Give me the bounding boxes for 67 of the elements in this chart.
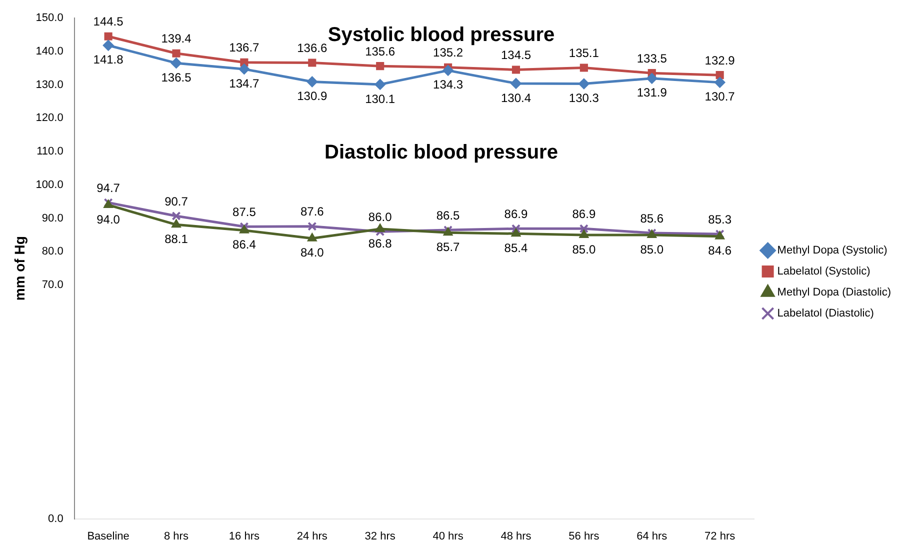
y-tick-label: 100.0: [36, 178, 64, 191]
data-label: 136.7: [229, 40, 260, 55]
x-tick-label: 56 hrs: [568, 530, 600, 542]
data-label: 139.4: [161, 32, 192, 46]
data-label: 133.5: [636, 51, 668, 66]
y-tick-label: 150.0: [36, 12, 64, 24]
x-tick-label: 8 hrs: [164, 530, 189, 542]
data-label: 86.5: [436, 208, 460, 222]
annotation: Diastolic blood pressure: [324, 142, 558, 164]
data-label: 131.9: [636, 86, 668, 100]
legend-label: Labelatol (Diastolic): [777, 308, 874, 320]
legend-label: Methyl Dopa (Systolic): [777, 244, 888, 257]
data-label: 86.0: [368, 210, 392, 224]
annotation: Systolic blood pressure: [328, 24, 555, 46]
data-label: 85.0: [572, 242, 596, 256]
data-label: 85.3: [708, 212, 732, 226]
data-label: 144.5: [93, 14, 124, 29]
data-label: 130.7: [704, 90, 736, 104]
data-label: 130.3: [568, 91, 600, 106]
data-label: 86.8: [368, 236, 392, 250]
data-label: 85.0: [640, 242, 664, 256]
data-label: 86.9: [572, 206, 596, 221]
y-tick-label: 140.0: [36, 45, 64, 58]
y-tick-label: 0.0: [48, 512, 64, 525]
legend-label: Methyl Dopa (Diastolic): [777, 286, 891, 299]
x-tick-label: 48 hrs: [500, 530, 532, 542]
data-label: 141.8: [93, 52, 124, 67]
data-label: 85.4: [504, 240, 528, 255]
y-tick-label: 90.0: [42, 212, 64, 224]
data-label: 94.0: [96, 212, 120, 226]
data-label: 135.2: [433, 46, 464, 60]
x-tick-label: 40 hrs: [432, 530, 464, 542]
x-tick-label: 24 hrs: [296, 530, 328, 542]
data-label: 134.7: [229, 76, 260, 90]
x-tick-label: 16 hrs: [228, 530, 260, 542]
y-tick-label: 70.0: [42, 279, 64, 292]
x-tick-label: 72 hrs: [704, 530, 736, 542]
data-label: 134.3: [433, 78, 464, 92]
y-tick-label: 120.0: [36, 112, 64, 124]
data-label: 87.6: [300, 204, 324, 219]
data-label: 130.9: [297, 89, 328, 104]
data-label: 87.5: [232, 204, 256, 219]
data-label: 136.5: [161, 70, 192, 84]
x-tick-label: Baseline: [87, 530, 130, 542]
y-tick-label: 80.0: [42, 246, 64, 258]
data-label: 85.7: [436, 240, 460, 254]
data-label: 130.1: [365, 92, 396, 106]
x-tick-label: 32 hrs: [364, 530, 396, 542]
data-label: 86.9: [504, 206, 528, 221]
data-label: 90.7: [164, 194, 188, 208]
data-label: 94.7: [96, 180, 120, 195]
x-tick-label: 64 hrs: [636, 530, 668, 542]
data-label: 86.4: [232, 238, 256, 252]
y-axis-title: mm of Hg: [11, 236, 28, 301]
data-label: 135.6: [365, 44, 396, 58]
data-label: 84.6: [708, 244, 732, 258]
data-label: 135.1: [568, 46, 600, 60]
data-label: 88.1: [164, 232, 188, 246]
data-label: 84.0: [300, 246, 324, 260]
data-label: 134.5: [500, 48, 532, 62]
y-tick-label: 110.0: [36, 146, 64, 158]
data-label: 130.4: [500, 90, 532, 105]
data-label: 85.6: [640, 211, 664, 226]
y-tick-label: 130.0: [36, 78, 64, 91]
legend-label: Labelatol (Systolic): [777, 266, 870, 278]
data-label: 132.9: [704, 53, 736, 68]
data-label: 136.6: [297, 41, 328, 56]
